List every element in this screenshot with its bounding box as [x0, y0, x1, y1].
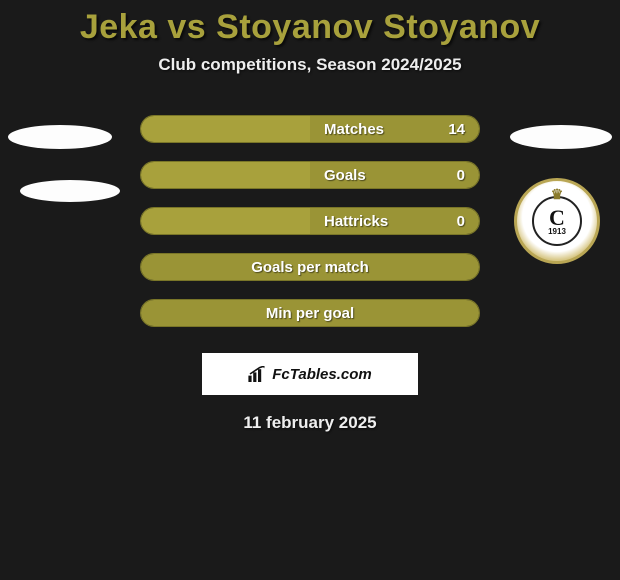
stat-row: Hattricks 0	[140, 207, 480, 235]
stat-row: Goals per match	[140, 253, 480, 281]
stat-row: Min per goal	[140, 299, 480, 327]
player1-club-placeholder	[20, 180, 120, 202]
stat-label: Hattricks	[324, 213, 388, 230]
stat-bar-right: Goals 0	[310, 162, 479, 188]
stat-bar-right: Hattricks 0	[310, 208, 479, 234]
branding-box[interactable]: FcTables.com	[202, 353, 418, 395]
crown-icon: ♛	[551, 186, 564, 203]
club-logo-letter: C	[549, 207, 565, 229]
stat-row: Goals 0	[140, 161, 480, 189]
generation-date: 11 february 2025	[0, 413, 620, 433]
stat-bar-right: Min per goal	[141, 300, 479, 326]
stat-label: Goals	[324, 167, 366, 184]
stat-bar-right: Goals per match	[141, 254, 479, 280]
subtitle: Club competitions, Season 2024/2025	[0, 55, 620, 75]
stat-label: Matches	[324, 121, 384, 138]
stat-value: 14	[448, 121, 465, 138]
page-title: Jeka vs Stoyanov Stoyanov	[0, 0, 620, 47]
stat-value: 0	[457, 213, 465, 230]
stat-label: Goals per match	[251, 259, 369, 276]
stat-bar-left	[141, 208, 310, 234]
stat-bar-left	[141, 162, 310, 188]
club-logo: ♛ C 1913	[514, 178, 600, 264]
player1-avatar-placeholder	[8, 125, 112, 149]
chart-icon	[248, 366, 268, 382]
player2-avatar-placeholder	[510, 125, 612, 149]
branding-label: FcTables.com	[272, 366, 371, 383]
stat-value: 0	[457, 167, 465, 184]
stat-row: Matches 14	[140, 115, 480, 143]
stat-bar-right: Matches 14	[310, 116, 479, 142]
stat-label: Min per goal	[266, 305, 354, 322]
club-logo-year: 1913	[548, 227, 566, 236]
stat-bar-left	[141, 116, 310, 142]
